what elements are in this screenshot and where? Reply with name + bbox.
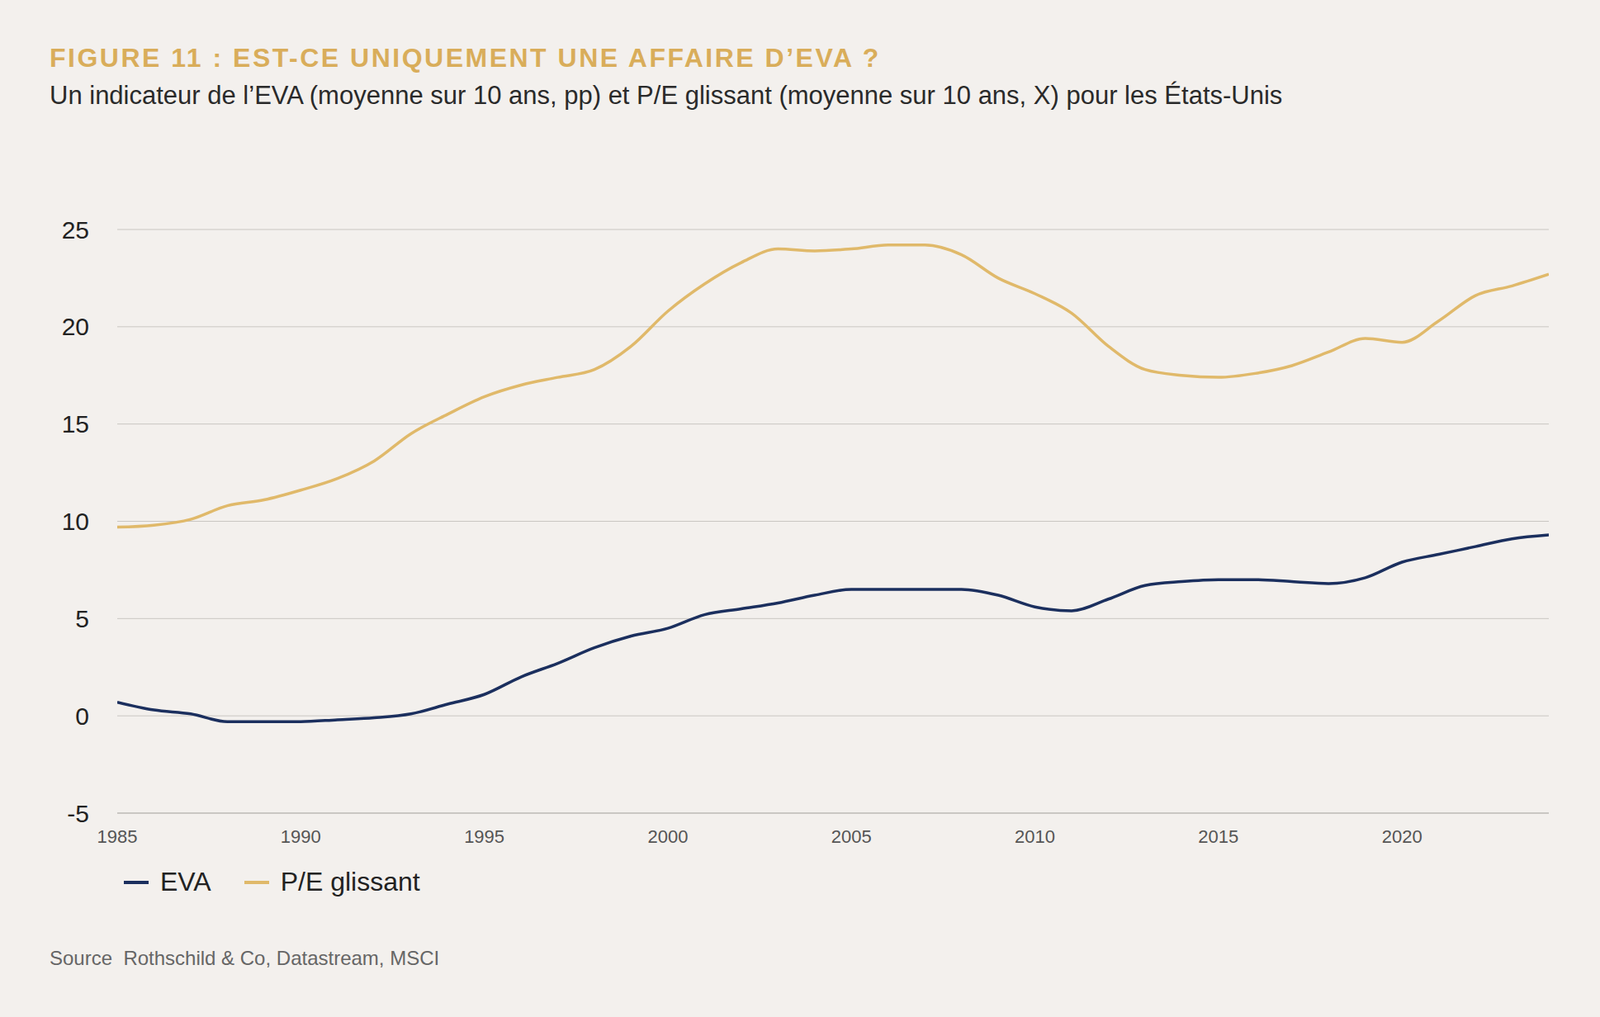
html-text:EVA: EVA bbox=[160, 866, 212, 897]
svg-text:2020: 2020 bbox=[1382, 826, 1423, 848]
svg-text:-5: -5 bbox=[66, 800, 90, 828]
svg-text:2005: 2005 bbox=[831, 826, 872, 848]
svg-text:2015: 2015 bbox=[1197, 826, 1239, 848]
svg-text:2000: 2000 bbox=[647, 826, 688, 848]
svg-text:20: 20 bbox=[61, 312, 90, 341]
html-text:Source Rothschild & Co, Datast: Source Rothschild & Co, Datastream, MSCI bbox=[49, 946, 440, 970]
html-text:Un indicateur de l’EVA (moyenn: Un indicateur de l’EVA (moyenne sur 10 a… bbox=[49, 80, 1283, 110]
svg-text:1985: 1985 bbox=[97, 826, 138, 848]
html-text:FIGURE 11 : EST-CE UNIQUEMENT: FIGURE 11 : EST-CE UNIQUEMENT UNE AFFAIR… bbox=[49, 42, 881, 73]
svg-text:2010: 2010 bbox=[1014, 826, 1056, 848]
svg-text:15: 15 bbox=[61, 410, 90, 438]
svg-text:1990: 1990 bbox=[280, 826, 322, 848]
svg-text:5: 5 bbox=[75, 605, 90, 633]
svg-text:25: 25 bbox=[61, 216, 90, 244]
svg-text:0: 0 bbox=[75, 702, 90, 730]
svg-text:1995: 1995 bbox=[463, 826, 505, 848]
html-text:P/E glissant: P/E glissant bbox=[280, 866, 420, 897]
svg-text:10: 10 bbox=[61, 507, 90, 535]
